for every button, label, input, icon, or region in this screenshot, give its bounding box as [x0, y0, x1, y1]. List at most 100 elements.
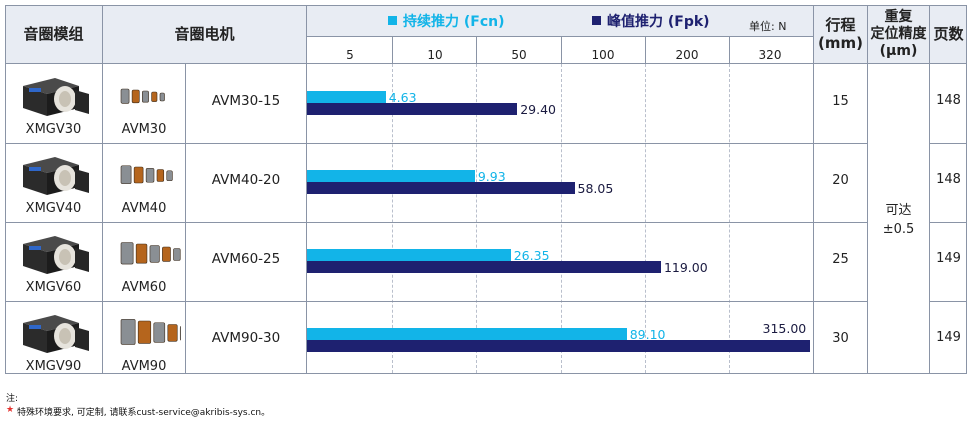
header-motor-label: 音圈电机 [174, 25, 235, 43]
table-border-right [966, 5, 967, 374]
table-border-bottom [5, 373, 967, 374]
peak-force-value: 119.00 [663, 260, 708, 275]
peak-force-value: 58.05 [577, 181, 614, 196]
stroke-value: 25 [832, 252, 849, 267]
col-divider-1 [102, 5, 103, 374]
header-stroke-label: 行程 (mm) [818, 16, 863, 52]
motor-model: AVM40-20 [211, 172, 281, 188]
voice-coil-motor-image [120, 165, 173, 185]
module-name: XMGV30 [25, 122, 82, 137]
voice-coil-module-image [23, 315, 89, 353]
note-title: 注: [6, 394, 19, 404]
note-text: 特殊环境要求, 可定制, 请联系cust-service@akribis-sys… [17, 408, 271, 418]
cont-force-bar [307, 91, 386, 103]
cont-force-value: 9.93 [477, 169, 506, 184]
header-divider [5, 63, 967, 64]
motor-name: AVM30 [121, 122, 167, 137]
row-divider [5, 301, 867, 302]
motor-model: AVM30-15 [211, 93, 281, 109]
legend-peak-label: 峰值推力 (Fpk) [607, 14, 710, 30]
motor-image-wrap [117, 238, 181, 272]
cont-force-value: 26.35 [513, 248, 550, 263]
header-repeat-label: 重复 定位精度 (µm) [870, 8, 927, 59]
scale-tick-label: 5 [346, 48, 354, 62]
scale-tick-label: 100 [591, 48, 615, 62]
table-border-left [5, 5, 6, 374]
chart-gridline [645, 64, 646, 373]
row-divider [5, 143, 867, 144]
scale-row [307, 36, 813, 63]
scale-tick-label: 10 [427, 48, 443, 62]
peak-force-bar [307, 103, 518, 115]
scale-divider [392, 36, 393, 63]
header-module: 音圈模组 [5, 5, 102, 63]
motor-name: AVM60 [121, 280, 167, 295]
cont-force-value: 4.63 [388, 90, 417, 105]
motor-name: AVM40 [121, 201, 167, 216]
row-divider-pages [929, 143, 967, 144]
module-name: XMGV90 [25, 359, 82, 374]
cont-force-bar [307, 328, 627, 340]
motor-model: AVM90-30 [211, 330, 281, 346]
cont-force-bar [307, 170, 475, 182]
scale-tick-label: 50 [511, 48, 527, 62]
row-divider [5, 222, 867, 223]
voice-coil-motor-image [120, 242, 181, 265]
motor-name: AVM90 [121, 359, 167, 374]
col-divider-2 [185, 63, 186, 374]
motor-model: AVM60-25 [211, 251, 281, 267]
col-divider-5 [867, 5, 868, 374]
module-name: XMGV40 [25, 201, 82, 216]
chart-gridline [729, 64, 730, 373]
scale-divider [561, 36, 562, 63]
voice-coil-module-image [23, 78, 89, 116]
header-pages-label: 页数 [933, 25, 964, 43]
header-pages: 页数 [930, 5, 967, 63]
motor-image-wrap [117, 317, 189, 351]
voice-coil-module-image [23, 236, 89, 274]
peak-force-value: 315.00 [762, 321, 807, 336]
page-number: 149 [936, 330, 961, 345]
stroke-value: 20 [832, 173, 849, 188]
chart-gridline [392, 64, 393, 373]
header-module-label: 音圈模组 [23, 25, 84, 43]
voice-coil-motor-image [120, 88, 165, 104]
col-divider-4 [813, 5, 814, 374]
repeat-value: 可达 ±0.5 [882, 203, 915, 237]
scale-tick-label: 200 [675, 48, 699, 62]
peak-force-value: 29.40 [520, 102, 557, 117]
page-number: 149 [936, 251, 961, 266]
module-image-wrap [19, 72, 93, 124]
scale-divider [645, 36, 646, 63]
voice-coil-module-image [23, 157, 89, 195]
peak-force-bar [307, 261, 661, 273]
unit-label: 单位: N [749, 20, 787, 33]
legend-cont-swatch [388, 16, 397, 25]
peak-force-bar [307, 182, 575, 194]
scale-tick-label: 320 [758, 48, 782, 62]
col-divider-6 [929, 5, 930, 374]
module-name: XMGV60 [25, 280, 82, 295]
chart-gridline [476, 64, 477, 373]
module-image-wrap [19, 309, 93, 361]
scale-divider [476, 36, 477, 63]
stroke-value: 30 [832, 331, 849, 346]
row-divider-pages [929, 222, 967, 223]
module-image-wrap [19, 151, 93, 203]
module-image-wrap [19, 230, 93, 282]
header-repeat: 重复 定位精度 (µm) [868, 5, 929, 63]
cont-force-bar [307, 249, 511, 261]
header-motor: 音圈电机 [103, 5, 306, 63]
row-divider-pages [929, 301, 967, 302]
table-border-top [5, 5, 967, 6]
peak-force-bar [307, 340, 810, 352]
stroke-value: 15 [832, 94, 849, 109]
legend-peak-swatch [592, 16, 601, 25]
page-number: 148 [936, 93, 961, 108]
product-table: 音圈模组 音圈电机 行程 (mm) 重复 定位精度 (µm) 页数 持续推力 (… [5, 5, 967, 374]
motor-image-wrap [117, 159, 181, 193]
motor-image-wrap [117, 80, 181, 114]
header-stroke: 行程 (mm) [814, 5, 867, 63]
cont-force-value: 89.10 [629, 327, 666, 342]
note-star: ★ [6, 405, 15, 415]
